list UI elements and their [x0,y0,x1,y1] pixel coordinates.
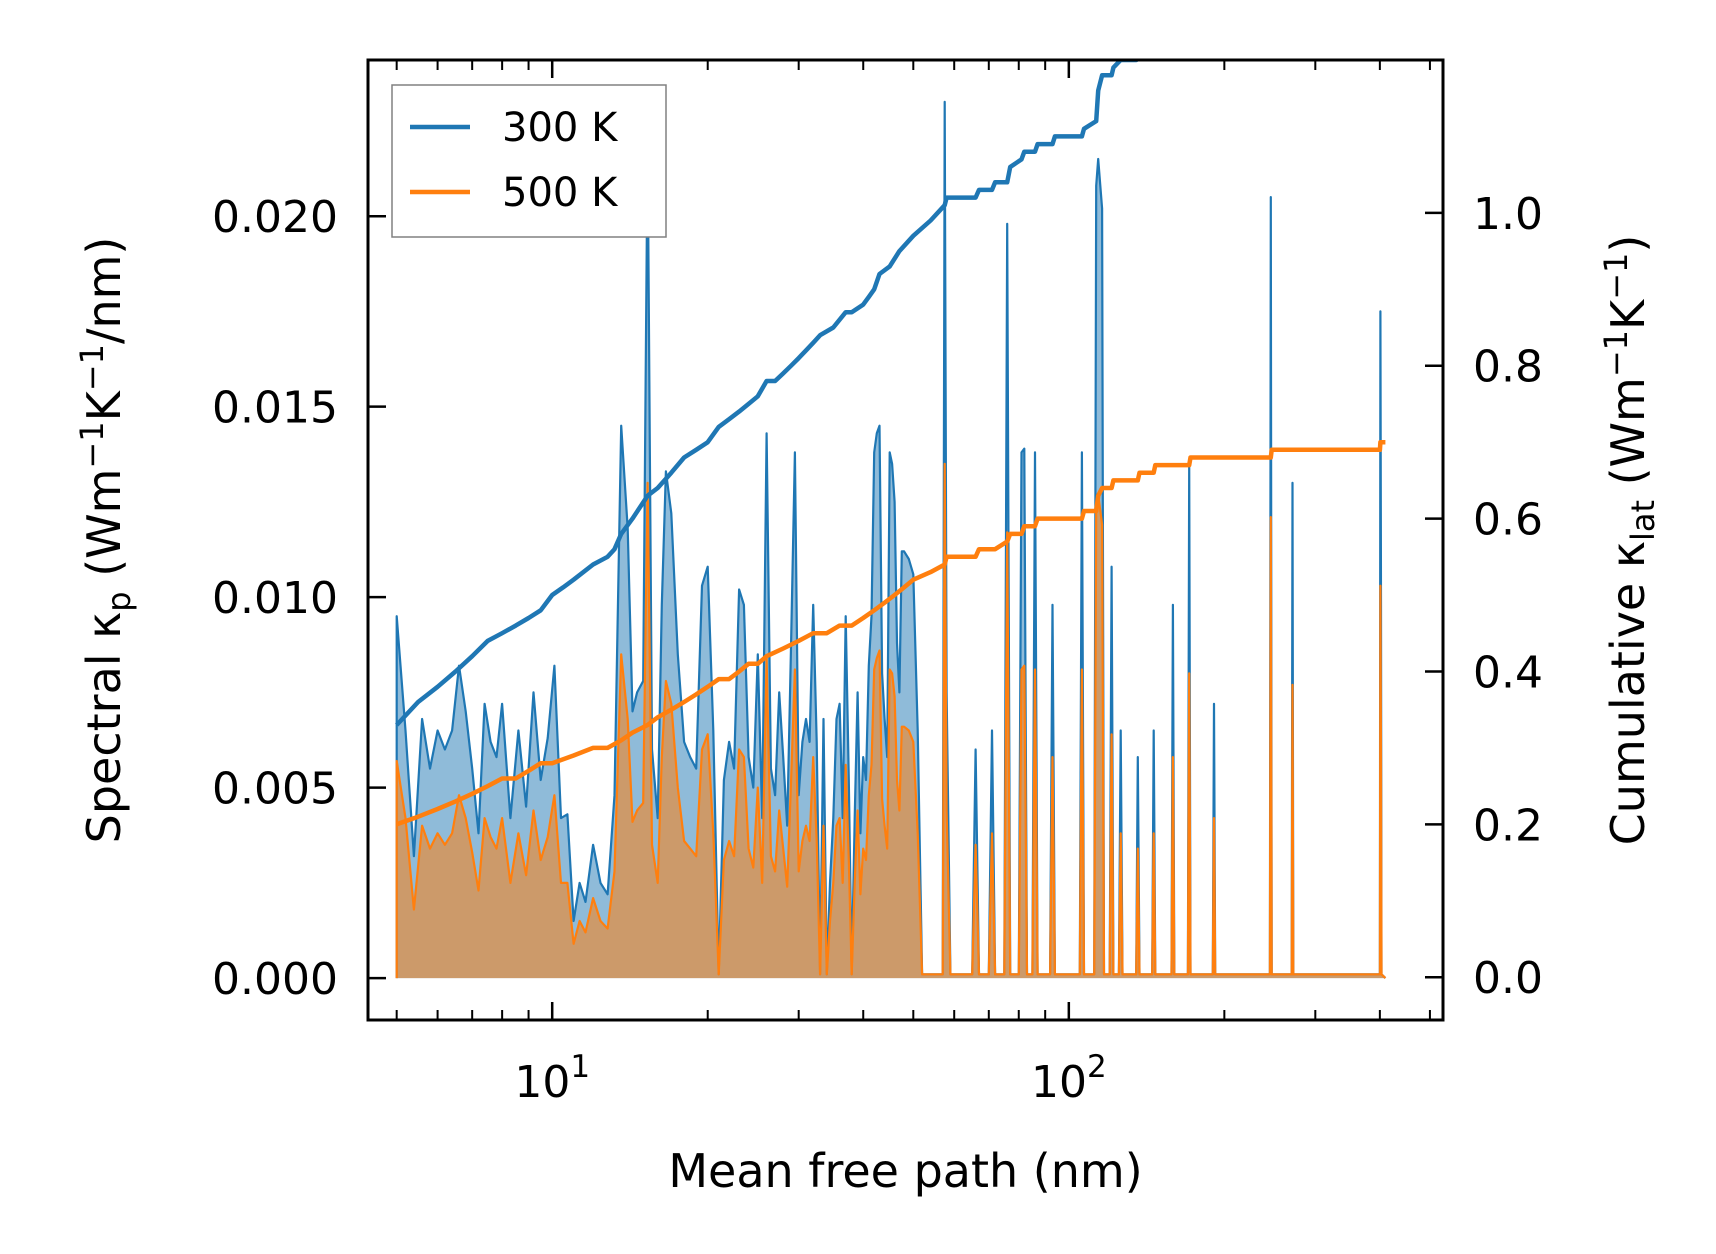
y-right-tick-label: 1.0 [1473,189,1543,240]
x-axis-title: Mean free path (nm) [668,1144,1142,1198]
spectral-line-500-k [395,462,1387,979]
y-right-axis-title: Cumulative κlat (Wm−1K−1) [1597,235,1662,846]
legend-box [391,84,667,238]
x-tick-label: 101 [514,1049,590,1108]
legend-label: 500 K [502,170,619,216]
spectral-fill-500-k [396,463,1386,979]
y-left-axis-title: Spectral κp (Wm−1K−1/nm) [73,237,138,844]
y-right-tick-label: 0.0 [1473,953,1543,1004]
svg-text:Spectral κp (Wm−1K−1/nm): Spectral κp (Wm−1K−1/nm) [73,237,138,844]
plot-area [395,60,1387,979]
y-left-tick-label: 0.005 [212,764,338,815]
spectral-line-300-k [395,100,1387,979]
svg-text:Cumulative κlat (Wm−1K−1): Cumulative κlat (Wm−1K−1) [1597,235,1662,846]
y-right-tick-label: 0.6 [1473,495,1543,546]
y-left-tick-label: 0.020 [212,192,338,243]
cumulative-line-300-k [395,60,1139,727]
cumulative-line-500-k [395,439,1386,827]
y-right-tick-label: 0.8 [1473,342,1543,393]
y-right-tick-label: 0.2 [1473,800,1543,851]
y-left-tick-label: 0.000 [212,954,338,1005]
legend-label: 300 K [502,105,619,151]
axes-frame [366,58,1445,1022]
x-tick-label: 102 [1031,1049,1107,1108]
y-right-tick-label: 0.4 [1473,647,1543,698]
legend: 300 K 500 K [391,84,667,238]
y-left-tick-label: 0.015 [212,383,338,434]
axes: 101 102 0.000 0.005 0.010 0.015 0.020 0.0 0.2 0.4… [73,58,1662,1198]
y-left-tick-label: 0.010 [212,573,338,624]
